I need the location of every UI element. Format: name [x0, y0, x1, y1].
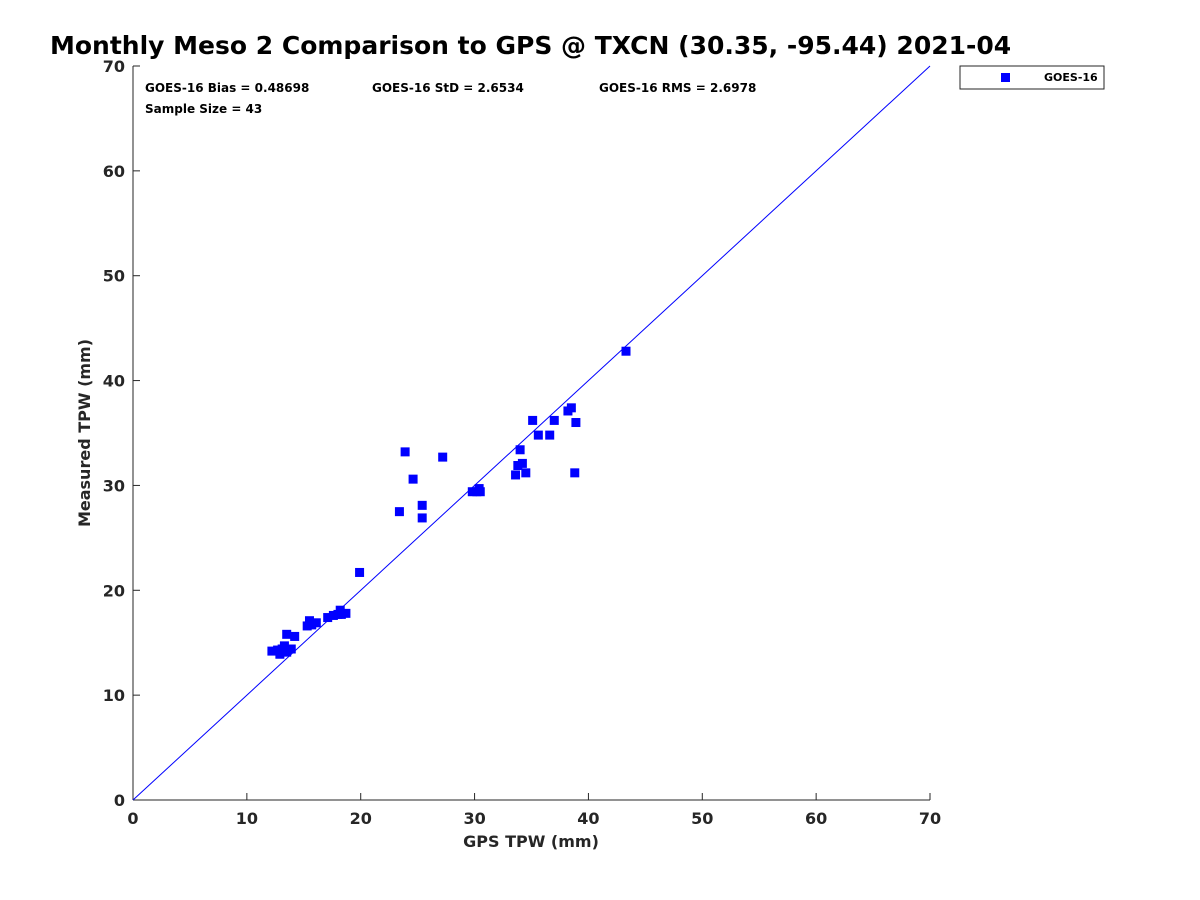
data-point [307, 620, 317, 630]
data-point [521, 468, 531, 478]
data-point [311, 618, 321, 628]
chart-title: Monthly Meso 2 Comparison to GPS @ TXCN … [50, 31, 1011, 60]
data-point [275, 649, 285, 659]
data-point [267, 646, 277, 656]
y-tick-label: 10 [103, 686, 125, 705]
data-point [279, 641, 289, 651]
y-axis-label: Measured TPW (mm) [75, 339, 94, 527]
data-point [528, 415, 538, 425]
data-points [267, 346, 631, 659]
stat-rms: GOES-16 RMS = 2.6978 [599, 81, 756, 95]
x-tick-label: 20 [350, 809, 372, 828]
data-point [438, 452, 448, 462]
data-point [323, 613, 333, 623]
legend-box [959, 65, 1105, 90]
legend-entry-goes16: GOES-16 [1044, 71, 1098, 84]
data-point [515, 445, 525, 455]
data-point [517, 458, 527, 468]
stat-std: GOES-16 StD = 2.6534 [372, 81, 524, 95]
legend-marker-square [1001, 73, 1010, 82]
data-point [336, 609, 346, 619]
stat-bias: GOES-16 Bias = 0.48698 [145, 81, 309, 95]
x-ticks: 0 10 20 30 40 50 60 70 [127, 793, 941, 828]
data-point [417, 513, 427, 523]
data-point [566, 403, 576, 413]
data-point [341, 608, 351, 618]
x-tick-label: 0 [127, 809, 138, 828]
data-point [417, 500, 427, 510]
data-point [549, 415, 559, 425]
x-axis-label: GPS TPW (mm) [463, 832, 599, 851]
data-point [400, 447, 410, 457]
data-point [408, 474, 418, 484]
one-to-one-reference-line [132, 65, 931, 801]
y-tick-label: 30 [103, 476, 125, 495]
y-tick-label: 50 [103, 267, 125, 286]
data-point [467, 487, 477, 497]
y-tick-label: 20 [103, 581, 125, 600]
data-point [511, 470, 521, 480]
data-point [302, 621, 312, 631]
data-point [282, 629, 292, 639]
data-point [571, 418, 581, 428]
x-tick-label: 50 [691, 809, 713, 828]
y-tick-label: 70 [103, 57, 125, 76]
y-tick-label: 60 [103, 162, 125, 181]
data-point [475, 487, 485, 497]
legend: GOES-16 [959, 65, 1105, 90]
y-tick-label: 0 [114, 791, 125, 810]
x-tick-label: 30 [463, 809, 485, 828]
data-point [513, 461, 523, 471]
data-point [621, 346, 631, 356]
data-point [282, 647, 292, 657]
data-point [545, 430, 555, 440]
x-tick-label: 40 [577, 809, 599, 828]
data-point [286, 644, 296, 654]
data-point [570, 468, 580, 478]
data-point [394, 507, 404, 517]
x-tick-label: 70 [919, 809, 941, 828]
stat-sample-size: Sample Size = 43 [145, 102, 262, 116]
data-point [533, 430, 543, 440]
x-tick-label: 10 [236, 809, 258, 828]
data-point [328, 610, 338, 620]
data-point [290, 631, 300, 641]
x-tick-label: 60 [805, 809, 827, 828]
data-point [355, 567, 365, 577]
y-ticks: 0 10 20 30 40 50 60 70 [103, 57, 140, 810]
y-tick-label: 40 [103, 372, 125, 391]
